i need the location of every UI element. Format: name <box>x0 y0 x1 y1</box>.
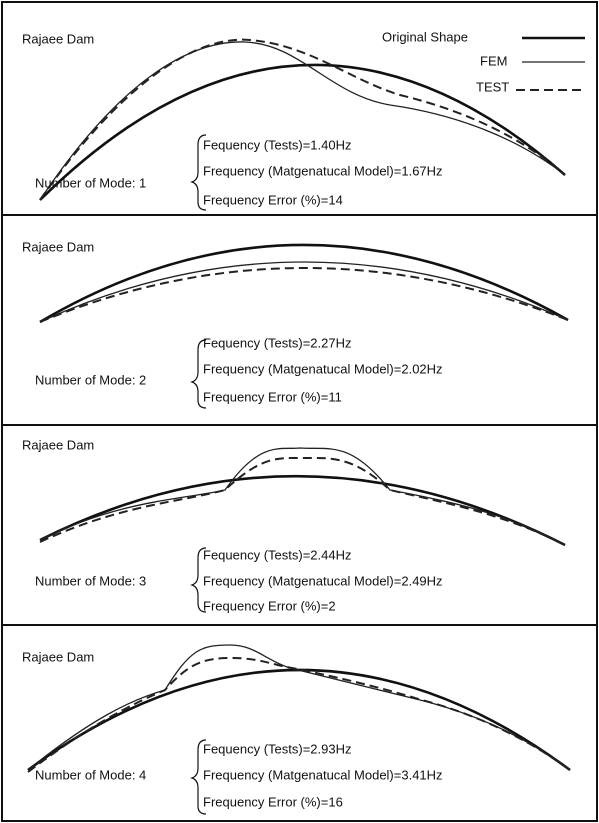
panel-title: Rajaee Dam <box>22 239 94 254</box>
test-shape <box>39 38 566 201</box>
info-line: Frequency (Matgenatucal Model)=2.49Hz <box>203 573 443 588</box>
brace <box>190 134 207 211</box>
fem-shape <box>39 261 569 323</box>
original-shape <box>39 63 566 201</box>
mode-label: Number of Mode: 1 <box>35 175 146 190</box>
info-line: Fequency (Tests)=2.27Hz <box>203 335 351 350</box>
mode-label: Number of Mode: 2 <box>35 372 146 387</box>
info-line: Frequency Error (%)=14 <box>203 192 343 207</box>
test-shape <box>39 456 566 546</box>
panel-title: Rajaee Dam <box>22 649 94 664</box>
info-line: Fequency (Tests)=2.93Hz <box>203 741 351 756</box>
panel-title: Rajaee Dam <box>22 31 94 46</box>
info-line: Frequency Error (%)=11 <box>203 389 342 404</box>
test-shape <box>39 267 569 323</box>
panel-title: Rajaee Dam <box>22 437 94 452</box>
info-line: Frequency (Matgenatucal Model)=1.67Hz <box>203 163 443 178</box>
mode-label: Number of Mode: 4 <box>35 767 146 782</box>
mode-label: Number of Mode: 3 <box>35 573 146 588</box>
legend-label: Original Shape <box>382 29 468 44</box>
brace <box>190 339 207 409</box>
original-shape <box>39 243 569 324</box>
info-line: Fequency (Tests)=1.40Hz <box>203 137 351 152</box>
info-line: Fequency (Tests)=2.44Hz <box>203 547 351 562</box>
test-shape <box>27 656 571 773</box>
legend-label: FEM <box>480 53 507 68</box>
fem-shape <box>39 447 566 546</box>
info-line: Frequency Error (%)=16 <box>203 794 343 809</box>
info-line: Frequency Error (%)=2 <box>203 598 336 613</box>
fem-shape <box>39 41 566 201</box>
info-line: Frequency (Matgenatucal Model)=3.41Hz <box>203 767 443 782</box>
brace <box>190 547 207 613</box>
brace <box>190 739 207 815</box>
legend-label: TEST <box>476 79 509 94</box>
info-line: Frequency (Matgenatucal Model)=2.02Hz <box>203 361 443 376</box>
original-shape <box>39 474 566 547</box>
